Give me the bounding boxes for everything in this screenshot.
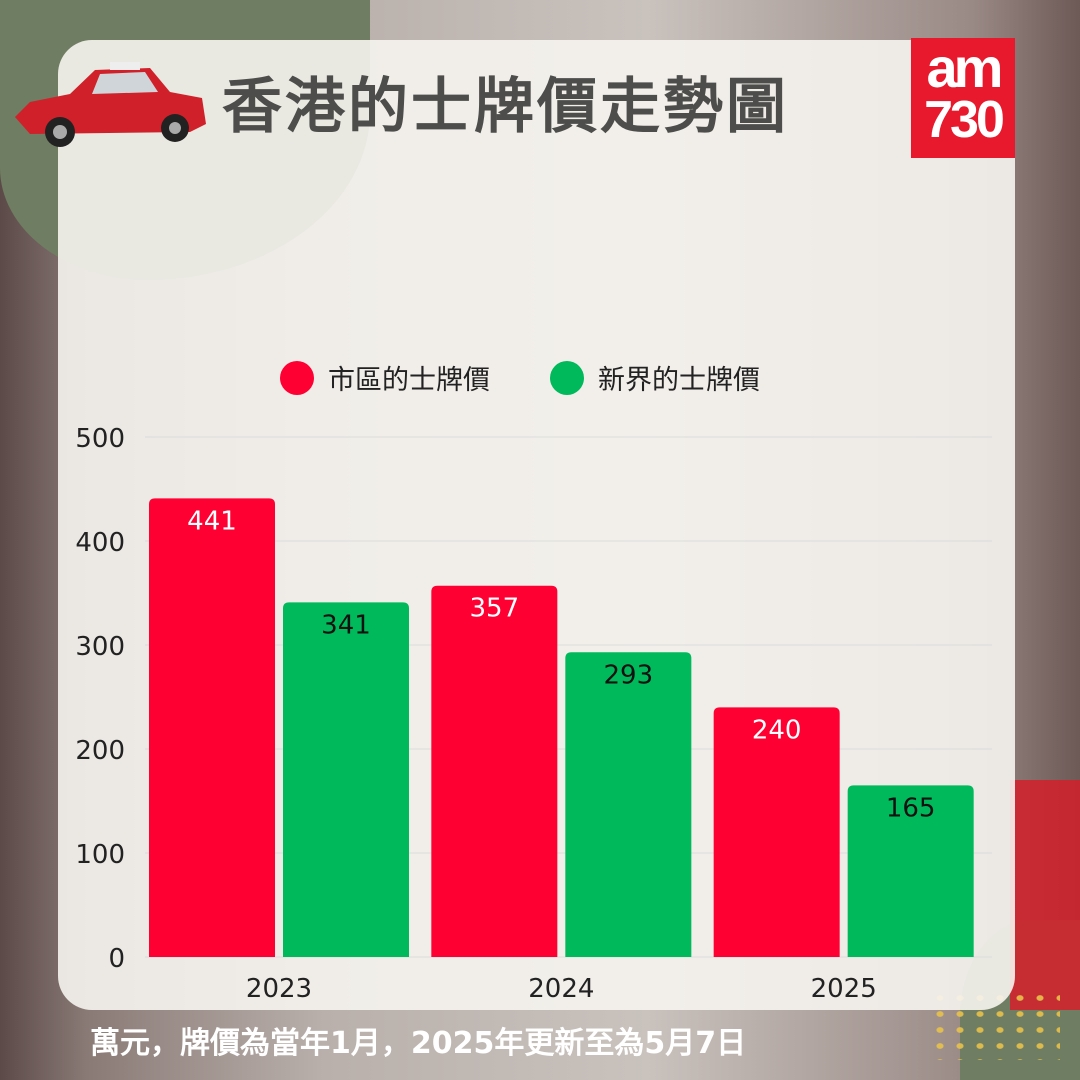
data-label: 441 [187, 506, 237, 536]
data-label: 240 [752, 715, 802, 745]
y-tick-label: 400 [75, 528, 125, 558]
y-tick-label: 0 [108, 944, 125, 974]
data-label: 357 [470, 594, 520, 624]
footnote: 萬元，牌價為當年1月，2025年更新至為5月7日 [90, 1026, 747, 1061]
bar-2023-series1 [283, 602, 409, 957]
logo-line2: 730 [924, 91, 1005, 149]
x-tick-label: 2023 [246, 974, 312, 1004]
legend-label: 市區的士牌價 [328, 365, 490, 396]
taxi-icon [15, 62, 206, 147]
bar-2024-series1 [565, 652, 692, 957]
bar-2025-series1 [847, 785, 974, 957]
y-tick-label: 300 [75, 632, 125, 662]
legend-label: 新界的士牌價 [598, 365, 760, 396]
logo-line1: am [926, 36, 1004, 99]
y-tick-label: 500 [75, 424, 125, 454]
background-taxi [1010, 780, 1080, 1010]
data-label: 165 [886, 793, 936, 823]
bar-2024-series0 [431, 585, 558, 957]
legend-swatch [280, 360, 314, 395]
bar-2025-series0 [713, 707, 840, 957]
legend: 市區的士牌價 新界的士牌價 [280, 358, 760, 397]
y-tick-label: 100 [75, 840, 125, 870]
data-label: 341 [321, 610, 371, 640]
y-tick-label: 200 [75, 736, 125, 766]
x-tick-label: 2025 [811, 974, 877, 1004]
legend-item-nt: 新界的士牌價 [550, 358, 760, 397]
legend-swatch [550, 360, 584, 395]
bar-2023-series0 [149, 498, 275, 957]
page-title: 香港的士牌價走勢圖 [222, 72, 789, 142]
x-tick-label: 2024 [528, 974, 594, 1004]
am730-logo: am 730 [911, 38, 1015, 158]
data-label: 293 [604, 660, 654, 690]
legend-item-urban: 市區的士牌價 [280, 358, 490, 397]
